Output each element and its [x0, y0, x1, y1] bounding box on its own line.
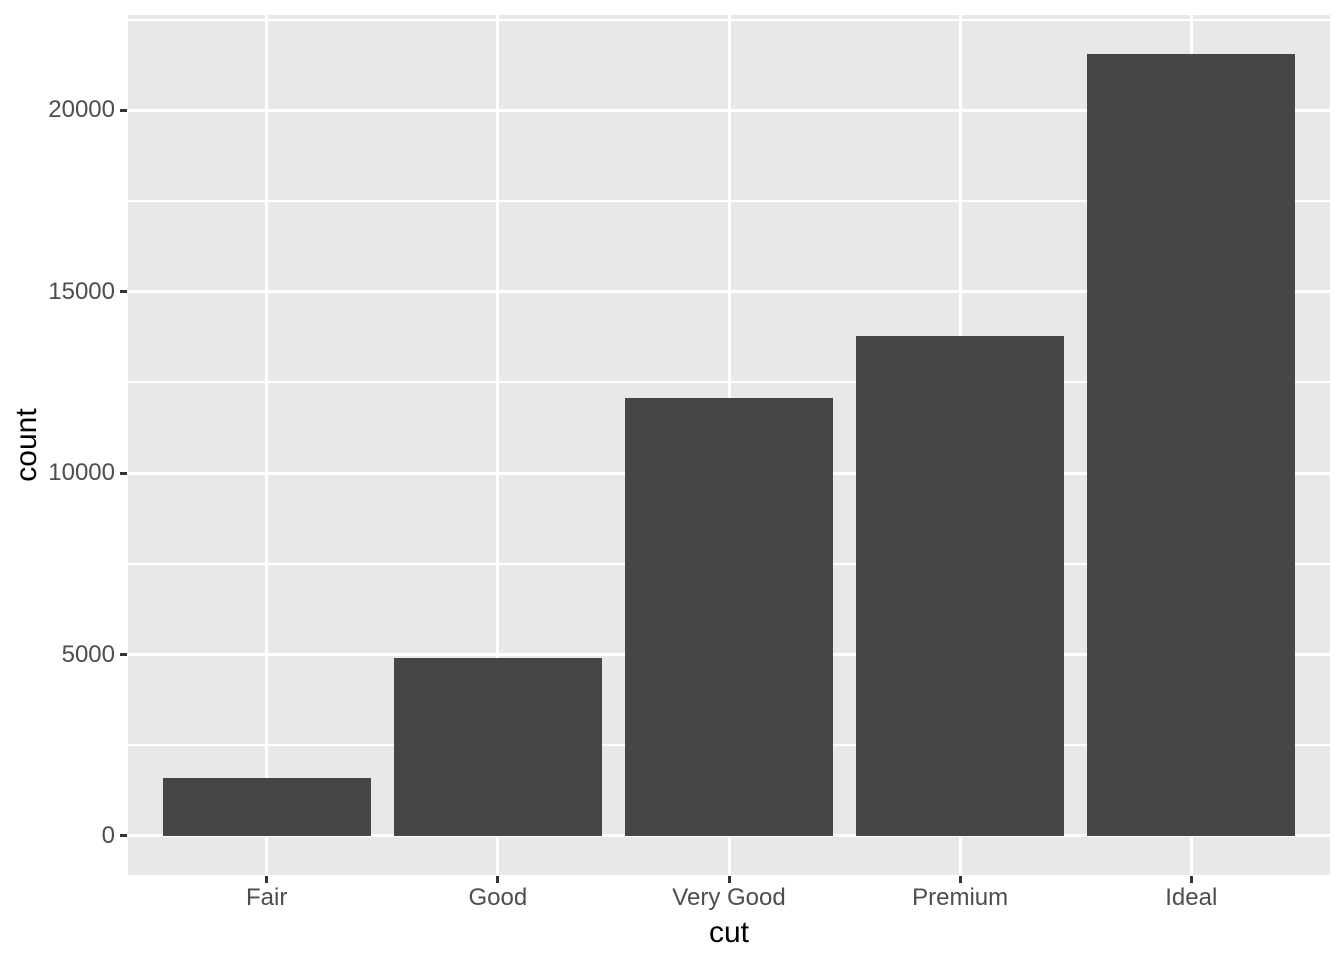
vertical-gridline-fair — [265, 15, 269, 875]
bar-good — [393, 657, 602, 836]
y-tick-label-15000: 15000 — [48, 277, 115, 305]
x-tick-mark-premium — [958, 876, 962, 883]
x-tick-label-very-good: Very Good — [672, 884, 786, 911]
y-tick-mark-5000 — [120, 653, 127, 657]
x-tick-mark-fair — [265, 876, 269, 883]
plot-panel — [128, 15, 1330, 875]
x-tick-mark-ideal — [1189, 876, 1193, 883]
x-tick-mark-very-good — [727, 876, 731, 883]
y-tick-label-10000: 10000 — [48, 459, 115, 487]
x-tick-mark-good — [496, 876, 500, 883]
bar-ideal — [1087, 54, 1296, 836]
x-axis-title: cut — [708, 916, 750, 949]
x-tick-label-premium: Premium — [912, 884, 1009, 911]
x-tick-label-fair: Fair — [246, 884, 288, 911]
x-tick-label-ideal: Ideal — [1165, 884, 1218, 911]
y-tick-mark-20000 — [120, 108, 127, 112]
x-tick-label-good: Good — [468, 884, 528, 911]
vertical-gridline-good — [496, 15, 500, 875]
y-tick-label-0: 0 — [101, 821, 115, 849]
y-tick-label-5000: 5000 — [61, 640, 115, 668]
bar-very-good — [624, 397, 833, 836]
y-tick-mark-15000 — [120, 290, 127, 294]
bar-fair — [162, 777, 371, 836]
y-tick-mark-10000 — [120, 471, 127, 475]
y-axis-title-text: count — [10, 408, 43, 482]
bar-premium — [856, 335, 1065, 836]
y-tick-mark-0 — [120, 834, 127, 838]
y-tick-label-20000: 20000 — [48, 96, 115, 124]
